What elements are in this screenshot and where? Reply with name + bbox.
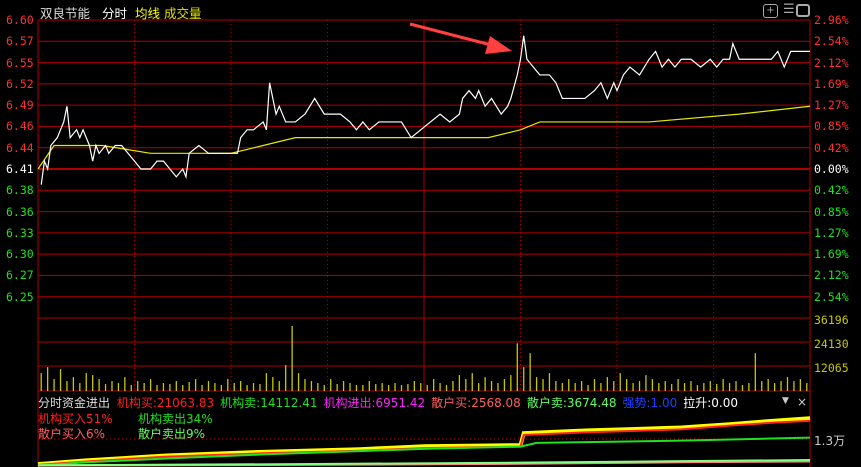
percent-tick-label: 2.12% (814, 268, 849, 283)
flow-item: 散户买:2568.08 (431, 396, 524, 410)
flow-line (37, 459, 811, 467)
flow-line (37, 436, 811, 467)
flow-title: 分时资金进出 (38, 396, 111, 410)
volume-label[interactable]: 成交量 (164, 6, 202, 21)
stock-name: 双良节能 (40, 6, 91, 21)
price-tick-label: 6.44 (6, 140, 34, 155)
volume-tick-label: 36196 (814, 313, 849, 327)
price-tick-label: 6.46 (6, 119, 34, 134)
flow-panel-header: 分时资金进出 机构买:21063.83 机构卖:14112.41 机构进出:6951… (38, 396, 747, 410)
price-tick-label: 6.49 (6, 98, 34, 113)
mode-label[interactable]: 分时 (102, 6, 128, 21)
percent-tick-label: 0.42% (814, 140, 849, 155)
price-tick-label: 6.41 (6, 162, 34, 176)
flow-legend-item: 机构买入51% (38, 412, 113, 426)
price-tick-label: 6.38 (6, 183, 34, 198)
flow-item-label: 机构卖: (220, 396, 261, 410)
price-tick-label: 6.33 (6, 225, 34, 240)
percent-tick-label: 0.42% (814, 183, 849, 198)
flow-item-label: 拉升: (683, 396, 712, 410)
price-tick-label: 6.55 (6, 55, 34, 70)
flow-legend-item: 散户买入6% (38, 427, 106, 441)
flow-item-label: 机构进出: (323, 396, 376, 410)
price-tick-label: 6.27 (6, 268, 34, 283)
flow-item-value: 0.00 (711, 396, 739, 410)
percent-tick-label: 2.54% (814, 34, 849, 49)
percent-tick-label: 0.85% (814, 204, 849, 219)
price-tick-label: 6.25 (6, 289, 34, 304)
close-icon[interactable]: × (797, 395, 808, 409)
chart-title: 双良节能 分时 均线 成交量 (40, 3, 210, 22)
percent-tick-label: 2.12% (814, 55, 849, 70)
flow-item: 机构买:21063.83 (117, 396, 217, 410)
flow-item: 拉升:0.00 (683, 396, 741, 410)
zoom-in-icon[interactable]: + (763, 4, 778, 18)
avg-line-label[interactable]: 均线 (135, 6, 161, 21)
flow-item: 机构卖:14112.41 (220, 396, 320, 410)
flow-item-value: 6951.42 (375, 396, 426, 410)
price-tick-label: 6.60 (6, 13, 34, 27)
percent-tick-label: 0.00% (814, 162, 849, 176)
triangle-down-icon[interactable]: ▼ (782, 396, 789, 406)
percent-tick-label: 1.69% (814, 76, 849, 91)
flow-item-value: 2568.08 (471, 396, 521, 410)
annotation-arrow-head (485, 36, 512, 54)
panel-toggle-icon[interactable] (796, 4, 810, 17)
flow-item-label: 机构买: (116, 396, 157, 410)
flow-item: 强势:1.00 (622, 396, 680, 410)
flow-axis-label: 1.3万 (814, 434, 846, 448)
flow-legend-item: 机构卖出34% (138, 412, 213, 426)
menu-icon[interactable]: ☰ (783, 2, 795, 17)
flow-item-value: 3674.48 (566, 396, 617, 410)
percent-tick-label: 1.27% (814, 98, 849, 113)
price-tick-label: 6.30 (6, 247, 34, 262)
price-tick-label: 6.57 (6, 34, 34, 49)
percent-tick-label: 2.54% (814, 289, 849, 304)
price-line (40, 35, 810, 185)
flow-item-label: 强势: (622, 396, 651, 410)
percent-tick-label: 1.27% (814, 225, 849, 240)
volume-tick-label: 12065 (814, 361, 849, 375)
flow-item: 机构进出:6951.42 (323, 396, 428, 410)
price-tick-label: 6.36 (6, 204, 34, 219)
volume-tick-label: 24130 (814, 337, 849, 351)
annotation-arrow-shaft (409, 22, 496, 48)
percent-tick-label: 0.85% (814, 119, 849, 134)
percent-tick-label: 1.69% (814, 247, 849, 262)
flow-item: 散户卖:3674.48 (527, 396, 620, 410)
flow-item-value: 21063.83 (156, 396, 215, 410)
flow-item-label: 散户买: (431, 396, 472, 410)
flow-legend-item: 散户卖出9% (138, 427, 206, 441)
flow-item-value: 14112.41 (260, 396, 318, 410)
price-tick-label: 6.52 (6, 76, 34, 91)
average-price-line (37, 105, 811, 170)
flow-item-value: 1.00 (650, 396, 678, 410)
percent-tick-label: 2.96% (814, 13, 849, 27)
flow-item-label: 散户卖: (526, 396, 567, 410)
